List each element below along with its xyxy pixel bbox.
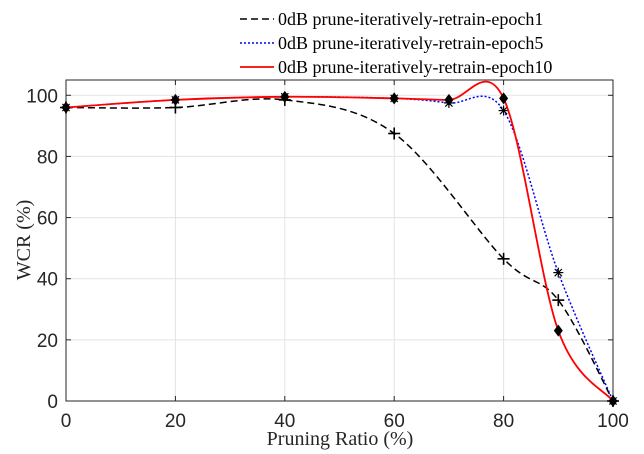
legend: 0dB prune-iteratively-retrain-epoch1 0dB …	[240, 9, 552, 77]
series-3-point	[280, 90, 290, 103]
series-1-point	[497, 252, 510, 265]
y-tick-label: 40	[37, 270, 58, 291]
plot-area	[66, 80, 613, 401]
series-3-point	[170, 93, 180, 106]
axes: 0 20 40 60 80 100 0 20 40 60 80 100	[26, 80, 629, 432]
y-axis-label: WCR (%)	[13, 200, 35, 281]
series-1-point	[552, 294, 565, 307]
series-line-3	[65, 80, 614, 402]
legend-label-2: 0dB prune-iteratively-retrain-epoch5	[278, 33, 543, 53]
series-3-point	[553, 324, 563, 337]
x-tick-label: 20	[165, 411, 186, 432]
series-3-point	[444, 93, 454, 106]
y-tick-label: 60	[37, 209, 58, 230]
y-tick-label: 0	[47, 392, 58, 413]
series-3-point	[499, 92, 509, 105]
y-tick-label: 80	[37, 147, 58, 168]
series-2-point	[553, 267, 564, 278]
series	[60, 80, 619, 407]
series-3-point	[61, 101, 71, 114]
legend-label-3: 0dB prune-iteratively-retrain-epoch10	[278, 57, 552, 77]
x-tick-label: 80	[493, 411, 514, 432]
y-tick-label: 100	[26, 86, 58, 107]
series-3-point	[389, 92, 399, 105]
x-tick-label: 100	[597, 411, 629, 432]
series-2-point	[498, 105, 509, 116]
series-1-point	[388, 127, 401, 140]
x-axis-label: Pruning Ratio (%)	[267, 428, 414, 450]
y-tick-label: 20	[37, 331, 58, 352]
x-tick-label: 40	[274, 411, 295, 432]
x-tick-label: 0	[61, 411, 72, 432]
x-tick-label: 60	[384, 411, 405, 432]
legend-label-1: 0dB prune-iteratively-retrain-epoch1	[278, 9, 543, 29]
plot-frame	[65, 79, 614, 402]
series-3-point	[608, 395, 618, 407]
